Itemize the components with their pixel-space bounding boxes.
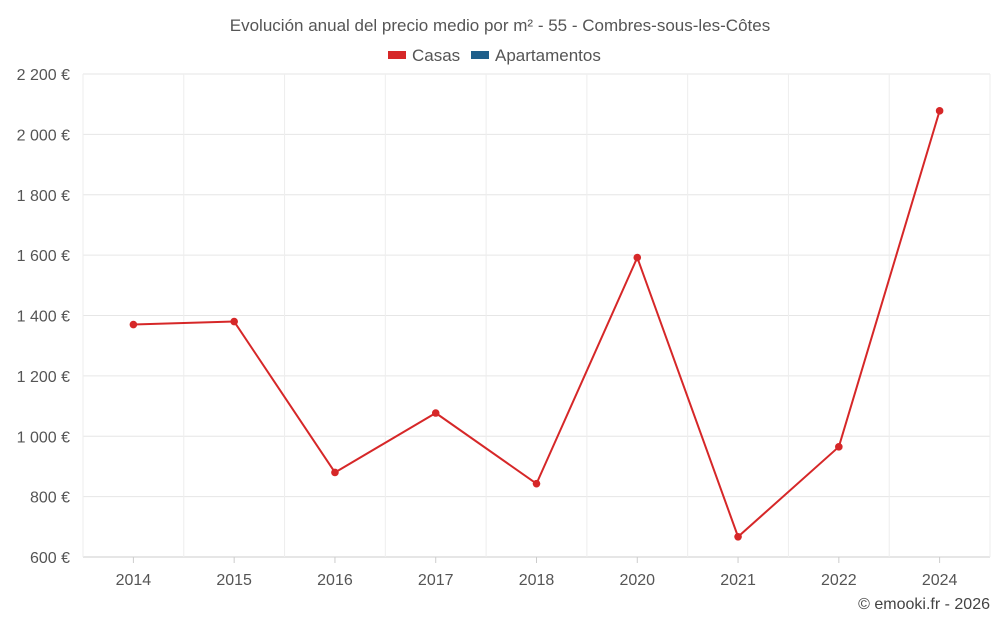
x-tick-label: 2020 [619, 572, 655, 589]
legend: Casas Apartamentos [388, 46, 601, 65]
y-tick-label: 2 000 € [17, 127, 70, 144]
data-point-2015 [230, 317, 238, 326]
y-tick-label: 2 200 € [17, 67, 70, 84]
x-tick-label: 2018 [519, 572, 555, 589]
legend-item-apartamentos[interactable]: Apartamentos [471, 46, 601, 65]
chart-title: Evolución anual del precio medio por m² … [230, 16, 770, 35]
data-point-2021 [734, 532, 742, 541]
series-casas [129, 107, 944, 541]
data-point-2020 [633, 253, 642, 262]
x-tick-label: 2022 [821, 572, 857, 589]
data-point-2018 [532, 479, 541, 488]
legend-item-casas[interactable]: Casas [388, 46, 460, 65]
y-tick-label: 1 800 € [17, 188, 70, 205]
grid [82, 73, 991, 558]
data-point-2016 [331, 468, 339, 477]
data-point-2022 [835, 443, 843, 451]
footer-credit: © emooki.fr - 2026 [858, 596, 990, 613]
y-tick-label: 600 € [30, 550, 70, 567]
x-tick-label: 2021 [720, 572, 756, 589]
data-point-2014 [129, 320, 138, 329]
series-line-casas [133, 110, 941, 538]
y-tick-label: 1 200 € [17, 369, 70, 386]
y-tick-label: 1 000 € [17, 429, 70, 446]
legend-swatch-apartamentos [471, 51, 489, 59]
legend-label-casas: Casas [412, 46, 460, 65]
x-tick-label: 2024 [922, 572, 958, 589]
y-tick-label: 1 600 € [17, 248, 70, 265]
x-tick-label: 2017 [418, 572, 454, 589]
legend-swatch-casas [388, 51, 406, 59]
data-point-2017 [431, 409, 440, 417]
x-tick-label: 2014 [116, 572, 152, 589]
x-tick-label: 2016 [317, 572, 353, 589]
x-tick-label: 2015 [216, 572, 252, 589]
legend-label-apartamentos: Apartamentos [495, 46, 601, 65]
y-tick-label: 800 € [30, 490, 70, 507]
data-point-2024 [935, 107, 944, 115]
y-tick-label: 1 400 € [17, 309, 70, 326]
axes: 2 200 € 2 000 € 1 800 € 1 600 € 1 400 € 1 200… [17, 67, 958, 589]
